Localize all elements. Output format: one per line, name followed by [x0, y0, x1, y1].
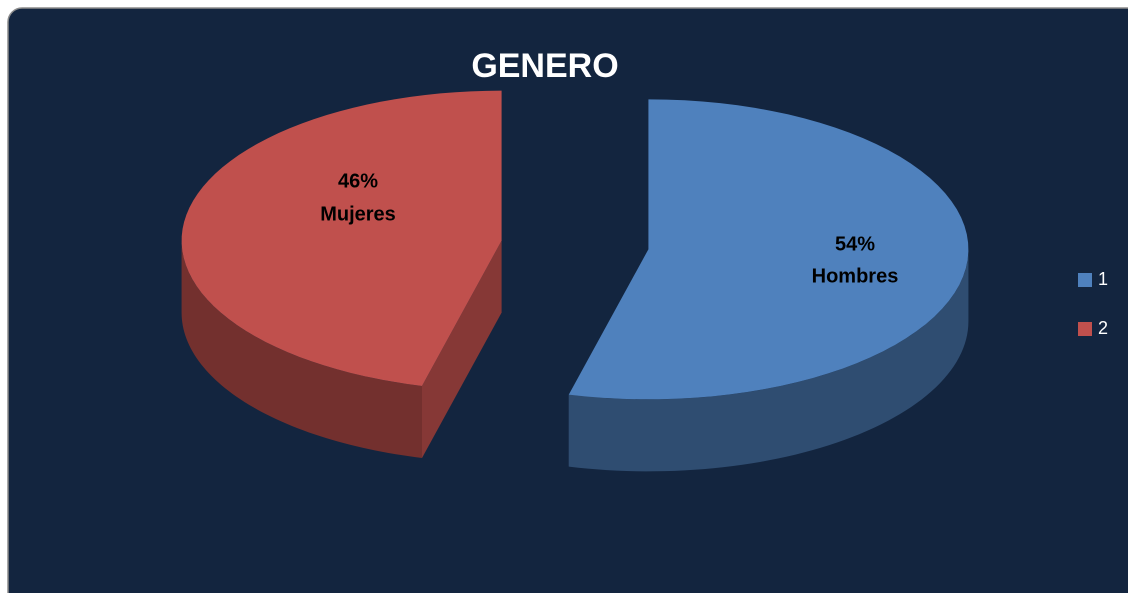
legend-swatch	[1078, 322, 1092, 336]
slice-wall	[422, 240, 502, 458]
slice-label: Mujeres	[320, 203, 396, 225]
legend-label: 2	[1098, 318, 1108, 338]
legend-swatch	[1078, 273, 1092, 287]
slice	[568, 99, 969, 400]
chart-title: GENERO	[471, 47, 618, 85]
data-label: 54%	[835, 233, 875, 255]
data-label: 46%	[338, 170, 378, 192]
slice-side	[181, 240, 423, 458]
slice	[181, 90, 502, 386]
slice-side	[568, 249, 969, 472]
legend-label: 1	[1098, 269, 1108, 289]
slice-label: Hombres	[812, 265, 899, 287]
